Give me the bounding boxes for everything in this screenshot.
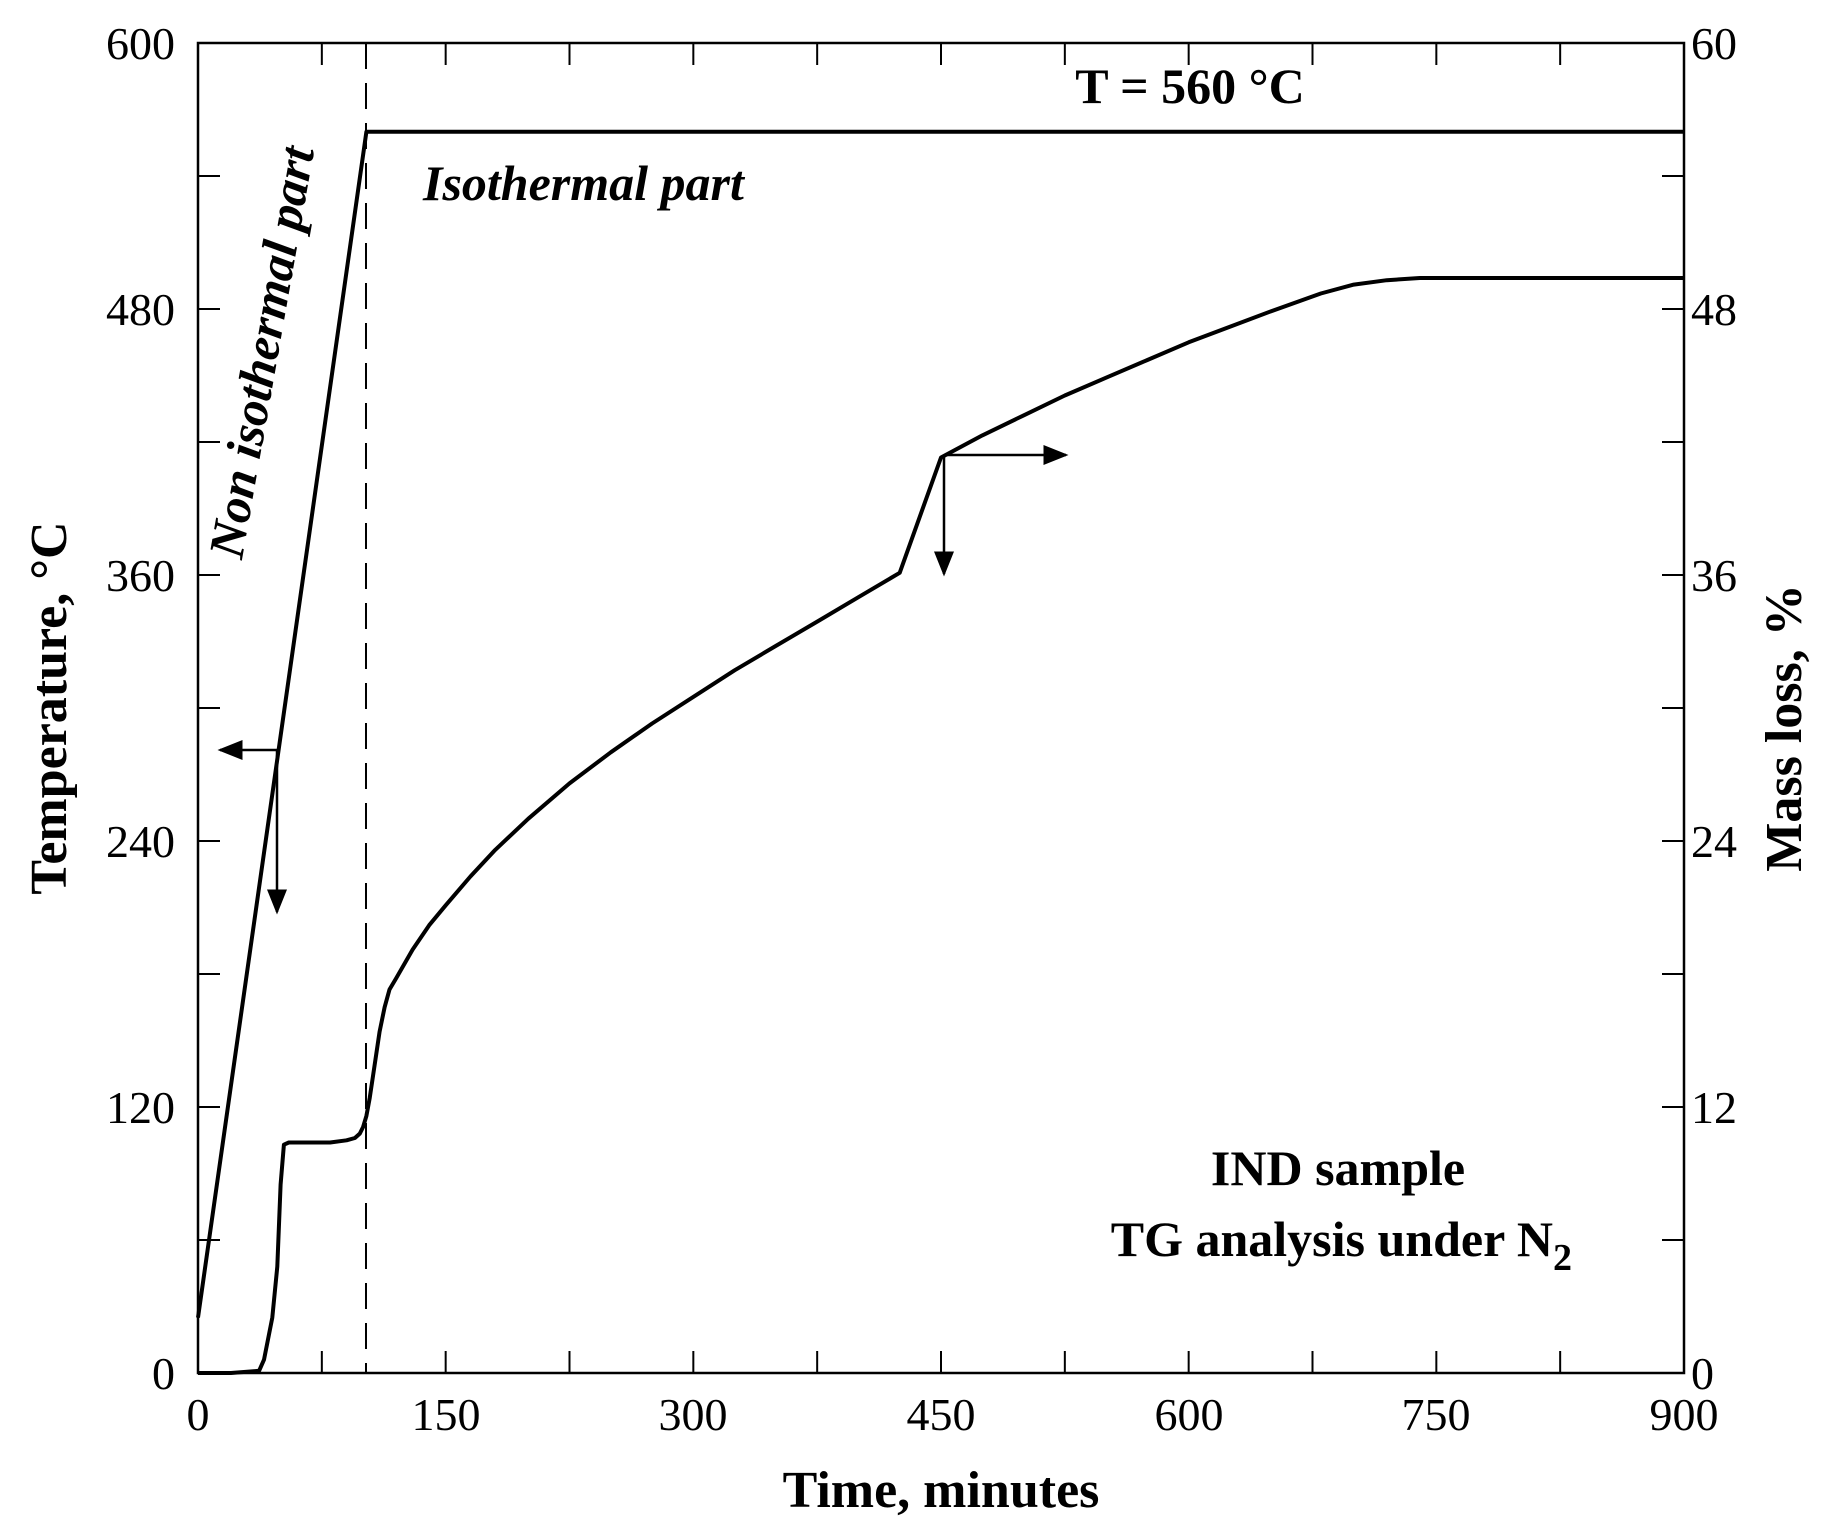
x-tick-label-900: 900 <box>1650 1389 1719 1440</box>
non-isothermal-part-label: Non isothermal part <box>197 140 325 563</box>
x-tick-labels: 0 150 300 450 600 750 900 <box>187 1389 1719 1440</box>
mass-loss-series-line <box>198 276 1684 1375</box>
y-right-tick-label-12: 12 <box>1691 1082 1737 1133</box>
x-axis-title: Time, minutes <box>783 1462 1100 1519</box>
y-right-tick-label-0: 0 <box>1691 1348 1714 1399</box>
x-tick-label-300: 300 <box>659 1389 728 1440</box>
x-tick-label-600: 600 <box>1155 1389 1224 1440</box>
x-tick-label-150: 150 <box>412 1389 481 1440</box>
y-left-axis-title: Temperature, °C <box>21 521 78 894</box>
temperature-series-line <box>196 129 1684 1318</box>
x-tick-label-0: 0 <box>187 1389 210 1440</box>
y-right-tick-label-60: 60 <box>1691 18 1737 69</box>
temperature-setpoint-label: T = 560 °C <box>1075 58 1305 114</box>
y-right-tick-label-48: 48 <box>1691 284 1737 335</box>
isothermal-part-label: Isothermal part <box>422 155 746 211</box>
analysis-label-main: TG analysis under N <box>1111 1211 1553 1267</box>
temperature-axis-indicator <box>217 740 287 915</box>
analysis-label-subscript: 2 <box>1553 1237 1572 1279</box>
y-right-tick-label-24: 24 <box>1691 816 1737 867</box>
y-left-tick-labels: 0 120 240 360 480 600 <box>106 18 175 1399</box>
x-tick-label-750: 750 <box>1402 1389 1471 1440</box>
y-right-tick-labels: 0 12 24 36 48 60 <box>1691 18 1737 1399</box>
y-left-tick-label-360: 360 <box>106 550 175 601</box>
tick-marks <box>197 42 1685 1374</box>
y-right-tick-label-36: 36 <box>1691 550 1737 601</box>
analysis-label: TG analysis under N2 <box>1111 1211 1572 1279</box>
y-left-tick-label-600: 600 <box>106 18 175 69</box>
mass-loss-axis-indicator <box>934 445 1069 577</box>
y-left-tick-label-480: 480 <box>106 284 175 335</box>
sample-label: IND sample <box>1211 1140 1465 1196</box>
y-left-tick-label-240: 240 <box>106 816 175 867</box>
y-left-tick-label-0: 0 <box>152 1348 175 1399</box>
y-left-tick-label-120: 120 <box>106 1082 175 1133</box>
x-tick-label-450: 450 <box>907 1389 976 1440</box>
y-right-axis-title: Mass loss, % <box>1756 584 1813 871</box>
